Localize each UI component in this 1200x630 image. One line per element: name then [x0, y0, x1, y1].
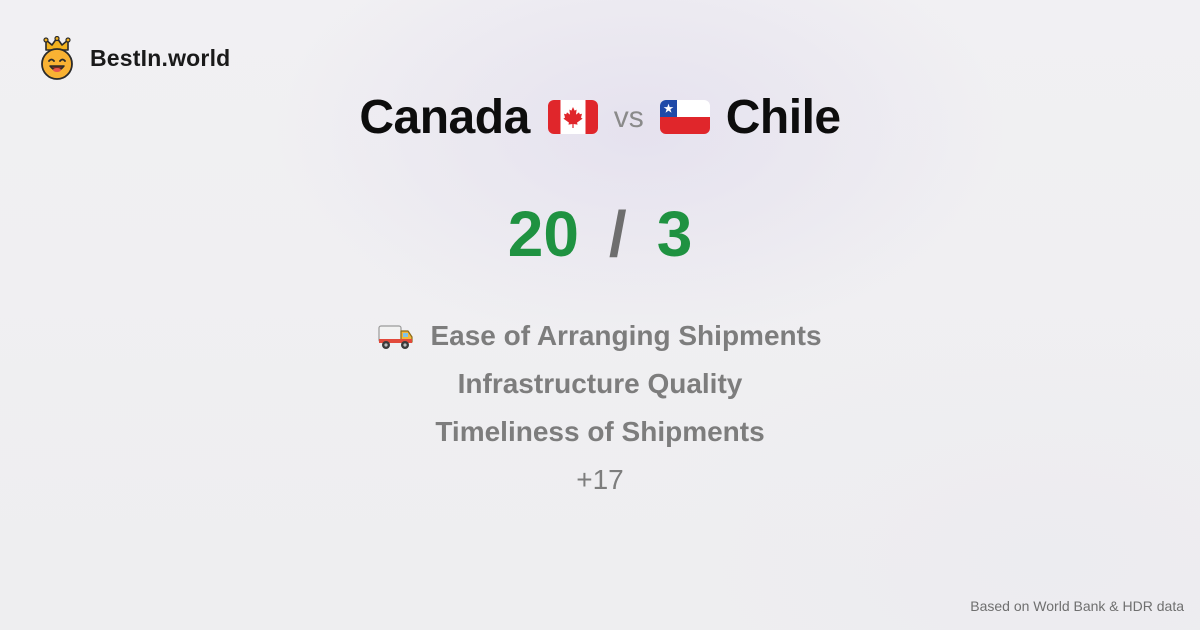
left-score: 20: [507, 198, 579, 270]
right-score: 3: [656, 198, 693, 270]
canada-flag-icon: [547, 100, 598, 134]
chile-flag-icon: [659, 100, 710, 134]
metric-label: Timeliness of Shipments: [435, 416, 765, 447]
more-metrics-count: +17: [576, 456, 624, 504]
left-country-name: Canada: [359, 90, 530, 144]
brand-logo[interactable]: BestIn.world: [38, 36, 230, 80]
more-metrics-label: +17: [576, 464, 624, 495]
data-source-note: Based on World Bank & HDR data: [970, 598, 1184, 614]
metric-item: Infrastructure Quality: [458, 360, 743, 408]
metric-item: Timeliness of Shipments: [435, 408, 764, 456]
comparison-title: Canada vs Chile: [0, 88, 1200, 146]
score-divider: /: [608, 198, 627, 270]
metric-label: Infrastructure Quality: [457, 368, 743, 399]
smiling-face-with-crown-icon: [41, 36, 73, 80]
versus-label: vs: [613, 101, 644, 134]
score-display: 20 / 3: [0, 196, 1200, 272]
metric-label: Ease of Arranging Shipments: [430, 320, 822, 351]
delivery-truck-icon: [378, 325, 414, 349]
brand-name: BestIn.world: [90, 44, 231, 71]
metric-item: Ease of Arranging Shipments: [378, 312, 822, 360]
metrics-list: Ease of Arranging Shipments Infrastructu…: [0, 312, 1200, 504]
right-country-name: Chile: [725, 90, 841, 144]
